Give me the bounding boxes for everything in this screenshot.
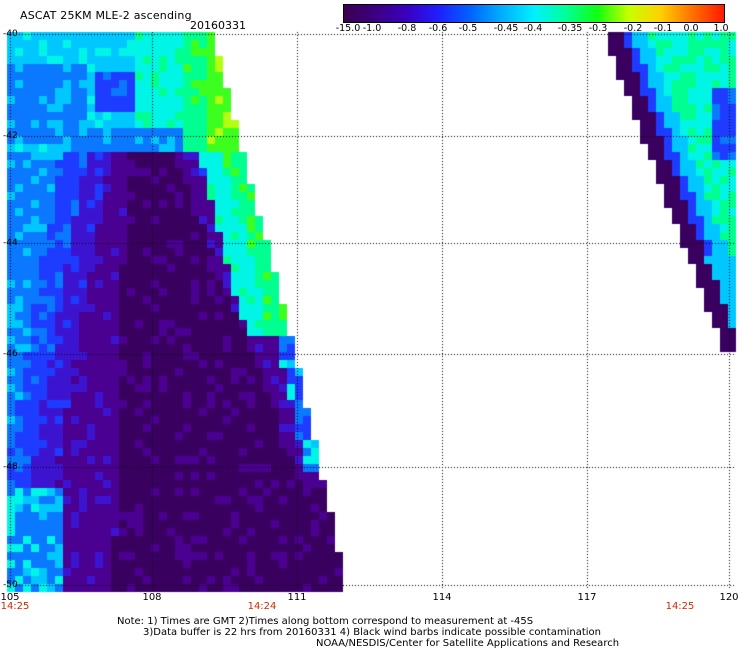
pass-time-label: 14:25 — [665, 601, 695, 612]
colorbar-label: -0.35 — [557, 23, 583, 34]
color-scale-labels: -15.0 -1.0 -0.8 -0.6 -0.5 -0.45 -0.4 -0.… — [330, 23, 735, 35]
x-tick-label: 105 — [0, 592, 20, 603]
colorbar-label: -15.0 — [335, 23, 361, 34]
footer-note-2: 3)Data buffer is 22 hrs from 20160331 4)… — [143, 627, 601, 638]
x-tick-label: 117 — [577, 592, 597, 603]
x-tick-label: 120 — [719, 592, 739, 603]
pass-time-label: 14:24 — [247, 601, 277, 612]
product-title: ASCAT 25KM MLE-2 ascending — [20, 9, 192, 22]
x-tick-label: 108 — [142, 592, 162, 603]
y-tick-label: -42 — [3, 131, 18, 141]
color-scale-bar — [343, 4, 725, 23]
footer-note-1: Note: 1) Times are GMT 2)Times along bot… — [117, 616, 534, 627]
colorbar-label: 1.0 — [713, 23, 729, 34]
colorbar-label: -0.8 — [397, 23, 417, 34]
colorbar-label: -1.0 — [362, 23, 382, 34]
y-tick-label: -40 — [3, 29, 18, 39]
colorbar-label: -0.6 — [428, 23, 448, 34]
colorbar-label: 0.0 — [683, 23, 699, 34]
x-tick-label: 114 — [432, 592, 452, 603]
colorbar-label: -0.4 — [523, 23, 543, 34]
footer-note-3: NOAA/NESDIS/Center for Satellite Applica… — [316, 638, 620, 649]
y-tick-label: -48 — [3, 462, 18, 472]
colorbar-label: -0.5 — [458, 23, 478, 34]
y-tick-label: -44 — [3, 238, 18, 248]
x-tick-label: 111 — [287, 592, 307, 603]
y-tick-label: -46 — [3, 349, 18, 359]
colorbar-label: -0.3 — [588, 23, 608, 34]
colorbar-label: -0.1 — [653, 23, 673, 34]
colorbar-label: -0.2 — [623, 23, 643, 34]
colorbar-label: -0.45 — [493, 23, 519, 34]
pass-time-label: 14:25 — [0, 601, 30, 612]
y-tick-label: -50 — [3, 580, 18, 590]
product-date: 20160331 — [190, 19, 246, 32]
